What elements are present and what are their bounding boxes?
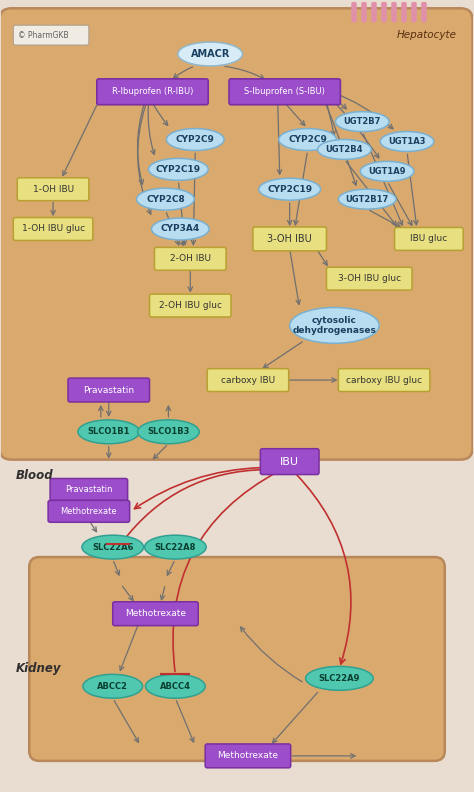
Text: SLC22A6: SLC22A6 xyxy=(92,543,134,551)
Text: SLC22A9: SLC22A9 xyxy=(319,674,360,683)
Text: 1-OH IBU gluc: 1-OH IBU gluc xyxy=(21,224,85,234)
FancyBboxPatch shape xyxy=(50,478,128,501)
Text: carboxy IBU: carboxy IBU xyxy=(221,375,275,385)
FancyBboxPatch shape xyxy=(113,602,198,626)
Ellipse shape xyxy=(318,139,371,159)
FancyBboxPatch shape xyxy=(48,501,129,522)
FancyBboxPatch shape xyxy=(338,368,430,391)
FancyBboxPatch shape xyxy=(0,8,473,459)
Text: AMACR: AMACR xyxy=(191,49,230,59)
Text: S-Ibuprofen (S-IBU): S-Ibuprofen (S-IBU) xyxy=(244,87,325,97)
Text: UGT1A3: UGT1A3 xyxy=(388,137,426,146)
Ellipse shape xyxy=(137,188,194,210)
FancyBboxPatch shape xyxy=(155,247,226,270)
Ellipse shape xyxy=(290,307,379,343)
FancyBboxPatch shape xyxy=(17,177,89,200)
Ellipse shape xyxy=(360,162,414,181)
Text: carboxy IBU gluc: carboxy IBU gluc xyxy=(346,375,422,385)
Text: CYP2C9: CYP2C9 xyxy=(176,135,215,144)
Text: R-Ibuprofen (R-IBU): R-Ibuprofen (R-IBU) xyxy=(112,87,193,97)
Text: SLCO1B3: SLCO1B3 xyxy=(147,428,190,436)
Text: IBU: IBU xyxy=(280,457,299,466)
Text: UGT1A9: UGT1A9 xyxy=(368,167,406,176)
Text: 2-OH IBU gluc: 2-OH IBU gluc xyxy=(159,301,222,310)
Ellipse shape xyxy=(380,131,434,151)
Text: 3-OH IBU gluc: 3-OH IBU gluc xyxy=(337,274,401,284)
Text: Blood: Blood xyxy=(15,469,53,482)
Ellipse shape xyxy=(145,535,206,559)
Text: Pravastatin: Pravastatin xyxy=(83,386,134,394)
Ellipse shape xyxy=(166,128,224,150)
FancyBboxPatch shape xyxy=(205,744,291,767)
Ellipse shape xyxy=(336,112,389,131)
Text: SLC22A8: SLC22A8 xyxy=(155,543,196,551)
FancyBboxPatch shape xyxy=(68,378,149,402)
Text: ABCC4: ABCC4 xyxy=(160,682,191,691)
Text: Kidney: Kidney xyxy=(15,662,61,675)
Text: UGT2B4: UGT2B4 xyxy=(326,145,363,154)
Text: 2-OH IBU: 2-OH IBU xyxy=(170,254,211,263)
Ellipse shape xyxy=(279,128,337,150)
Ellipse shape xyxy=(148,158,208,181)
Text: 1-OH IBU: 1-OH IBU xyxy=(33,185,73,194)
Text: CYP3A4: CYP3A4 xyxy=(161,224,200,234)
Text: CYP2C19: CYP2C19 xyxy=(156,165,201,173)
Ellipse shape xyxy=(259,178,320,200)
Ellipse shape xyxy=(306,666,373,691)
Text: CYP2C9: CYP2C9 xyxy=(288,135,327,144)
Text: Methotrexate: Methotrexate xyxy=(125,609,186,619)
Ellipse shape xyxy=(146,674,205,699)
Text: Methotrexate: Methotrexate xyxy=(218,752,278,760)
FancyBboxPatch shape xyxy=(97,79,208,105)
Text: © PharmGKB: © PharmGKB xyxy=(18,31,69,40)
FancyBboxPatch shape xyxy=(253,227,327,251)
Text: Methotrexate: Methotrexate xyxy=(61,507,117,516)
Ellipse shape xyxy=(137,420,199,444)
Ellipse shape xyxy=(82,535,144,559)
FancyBboxPatch shape xyxy=(327,267,412,290)
FancyBboxPatch shape xyxy=(394,227,463,250)
Ellipse shape xyxy=(152,218,209,240)
Text: ABCC2: ABCC2 xyxy=(97,682,128,691)
Ellipse shape xyxy=(338,189,396,209)
Text: cytosolic
dehydrogenases: cytosolic dehydrogenases xyxy=(292,316,376,335)
Text: IBU gluc: IBU gluc xyxy=(410,234,447,243)
Text: SLCO1B1: SLCO1B1 xyxy=(88,428,130,436)
Text: CYP2C19: CYP2C19 xyxy=(267,185,312,194)
FancyBboxPatch shape xyxy=(29,557,445,761)
FancyBboxPatch shape xyxy=(207,368,289,391)
FancyBboxPatch shape xyxy=(13,25,89,45)
Text: UGT2B7: UGT2B7 xyxy=(344,117,381,126)
Text: 3-OH IBU: 3-OH IBU xyxy=(267,234,312,244)
FancyBboxPatch shape xyxy=(13,218,93,241)
Ellipse shape xyxy=(178,42,243,66)
Text: CYP2C8: CYP2C8 xyxy=(146,195,185,204)
Ellipse shape xyxy=(83,674,143,699)
FancyBboxPatch shape xyxy=(149,294,231,317)
Text: UGT2B17: UGT2B17 xyxy=(346,195,389,204)
Ellipse shape xyxy=(78,420,139,444)
Text: Hepatocyte: Hepatocyte xyxy=(397,30,457,40)
Text: Pravastatin: Pravastatin xyxy=(65,485,113,494)
FancyBboxPatch shape xyxy=(229,79,340,105)
FancyBboxPatch shape xyxy=(260,449,319,474)
